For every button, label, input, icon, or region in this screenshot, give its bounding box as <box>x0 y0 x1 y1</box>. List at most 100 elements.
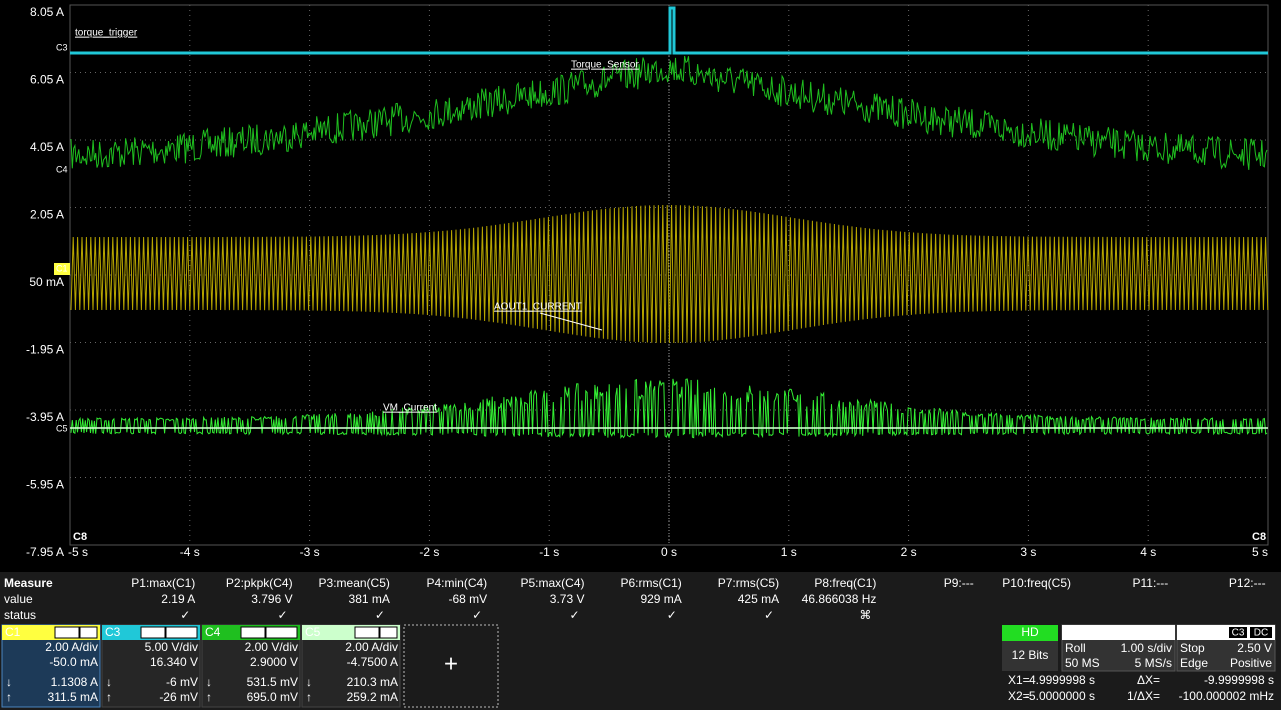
cursor-value: -5.0000000 s <box>1025 689 1095 703</box>
channel-setting: 695.0 mV <box>247 690 298 704</box>
y-axis-label: -5.95 A <box>26 478 64 492</box>
measure-header: P11:--- <box>1133 576 1169 590</box>
x-axis-label: 4 s <box>1140 545 1156 559</box>
measure-status: ✓ <box>180 608 190 622</box>
measure-value: 425 mA <box>738 592 779 606</box>
channel-marker: C5 <box>56 423 68 433</box>
cursor-icon: ↓ <box>6 675 12 689</box>
channel-setting: 311.5 mA <box>48 690 98 704</box>
trigger-coupling: DC <box>1254 628 1268 639</box>
measure-header: P4:min(C4) <box>427 576 488 590</box>
timebase-rate: 5 MS/s <box>1135 656 1172 670</box>
channel-setting: 2.00 V/div <box>245 640 298 654</box>
measure-value: 3.73 V <box>550 592 585 606</box>
cursor-value: 4.9999998 s <box>1029 673 1095 687</box>
channel-tag-text: BwL <box>357 628 377 639</box>
cursor-icon: ↑ <box>206 690 212 704</box>
y-axis-label: 8.05 A <box>30 5 64 19</box>
cursor-icon: ↑ <box>306 690 312 704</box>
cursor-delta-value: -100.000002 mHz <box>1179 689 1274 703</box>
trigger-type: Edge <box>1180 656 1208 670</box>
channel-name: C5 <box>305 625 321 639</box>
trigger-slope: Positive <box>1230 656 1272 670</box>
channel-tag-text: DC <box>81 628 95 639</box>
measure-value: 2.19 A <box>161 592 195 606</box>
channel-name: C3 <box>105 625 121 639</box>
bits-label: 12 Bits <box>1012 648 1049 662</box>
measure-status: ✓ <box>278 608 288 622</box>
channel-tag-text: DC1M <box>167 628 195 639</box>
measure-value: 929 mA <box>640 592 681 606</box>
x-axis-label: 1 s <box>781 545 797 559</box>
y-axis-label: 2.05 A <box>30 208 64 222</box>
measure-header: P5:max(C4) <box>520 576 584 590</box>
channel-tag-text: DC <box>381 628 395 639</box>
channel-setting: 259.2 mA <box>347 690 398 704</box>
channel-setting: -26 mV <box>159 690 198 704</box>
x-axis-label: -2 s <box>419 545 439 559</box>
measure-status: ✓ <box>667 608 677 622</box>
channel-setting: 2.9000 V <box>250 655 298 669</box>
measure-value: 3.796 V <box>251 592 292 606</box>
measure-header: P7:rms(C5) <box>718 576 779 590</box>
channel-marker: C8 <box>1252 531 1266 543</box>
trace-label: VM_Current <box>383 403 437 414</box>
channel-tag-text: BwL <box>57 628 77 639</box>
cursor-label: X1= <box>1008 673 1030 687</box>
channel-marker: C3 <box>56 42 68 52</box>
measure-header: P3:mean(C5) <box>319 576 390 590</box>
channel-setting: 2.00 A/div <box>45 640 98 654</box>
y-axis-label: 50 mA <box>29 275 64 289</box>
timebase-title: Timebase <box>1065 625 1118 639</box>
add-channel-button: + <box>444 650 458 677</box>
x-axis-label: 5 s <box>1252 545 1268 559</box>
measure-status: ⌘ <box>859 608 871 622</box>
x-axis-label: -4 s <box>180 545 200 559</box>
channel-name: C1 <box>5 625 21 639</box>
y-axis-label: -3.95 A <box>26 410 64 424</box>
timebase-delay: 0.00 s <box>1139 625 1172 639</box>
cursor-delta-value: -9.9999998 s <box>1204 673 1274 687</box>
channel-setting: -50.0 mA <box>49 655 98 669</box>
x-axis-label: 0 s <box>661 545 677 559</box>
trigger-level: 2.50 V <box>1237 641 1272 655</box>
measure-value: -68 mV <box>449 592 488 606</box>
channel-setting: 531.5 mV <box>247 675 298 689</box>
channel-setting: 1.1308 A <box>51 675 98 689</box>
channel-tag-text: BwL <box>143 628 163 639</box>
x-axis-label: -5 s <box>68 545 88 559</box>
channel-setting: 2.00 A/div <box>345 640 398 654</box>
trace-label: AOUT1_CURRENT <box>494 302 582 313</box>
y-axis-label: 4.05 A <box>30 140 64 154</box>
y-axis-label: 6.05 A <box>30 73 64 87</box>
channel-name: C4 <box>205 625 221 639</box>
channel-setting: -6 mV <box>166 675 198 689</box>
channel-setting: 16.340 V <box>150 655 198 669</box>
channel-setting: 5.00 V/div <box>145 640 198 654</box>
channel-marker: C8 <box>73 531 87 543</box>
channel-setting: -4.7500 A <box>347 655 398 669</box>
measure-header: P9:--- <box>944 576 974 590</box>
y-axis-label: -1.95 A <box>26 343 64 357</box>
measure-header: P8:freq(C1) <box>814 576 876 590</box>
cursor-icon: ↑ <box>6 690 12 704</box>
measure-header: P6:rms(C1) <box>620 576 681 590</box>
channel-marker: C1 <box>56 263 68 273</box>
cursor-icon: ↓ <box>106 675 112 689</box>
x-axis-label: -1 s <box>539 545 559 559</box>
channel-tag-text: DC1M <box>267 628 295 639</box>
measure-header: P10:freq(C5) <box>1002 576 1071 590</box>
measure-header: P1:max(C1) <box>131 576 195 590</box>
measure-value: 46.866038 Hz <box>802 592 877 606</box>
measure-status: ✓ <box>472 608 482 622</box>
measure-status: ✓ <box>764 608 774 622</box>
trigger-source: C3 <box>1232 628 1245 639</box>
timebase-mode: Roll <box>1065 641 1086 655</box>
cursor-icon: ↓ <box>306 675 312 689</box>
measure-header: Measure <box>4 576 53 590</box>
x-axis-label: 2 s <box>901 545 917 559</box>
measure-header: P12:--- <box>1229 576 1266 590</box>
timebase-samples: 50 MS <box>1065 656 1100 670</box>
measure-value: value <box>4 592 33 606</box>
